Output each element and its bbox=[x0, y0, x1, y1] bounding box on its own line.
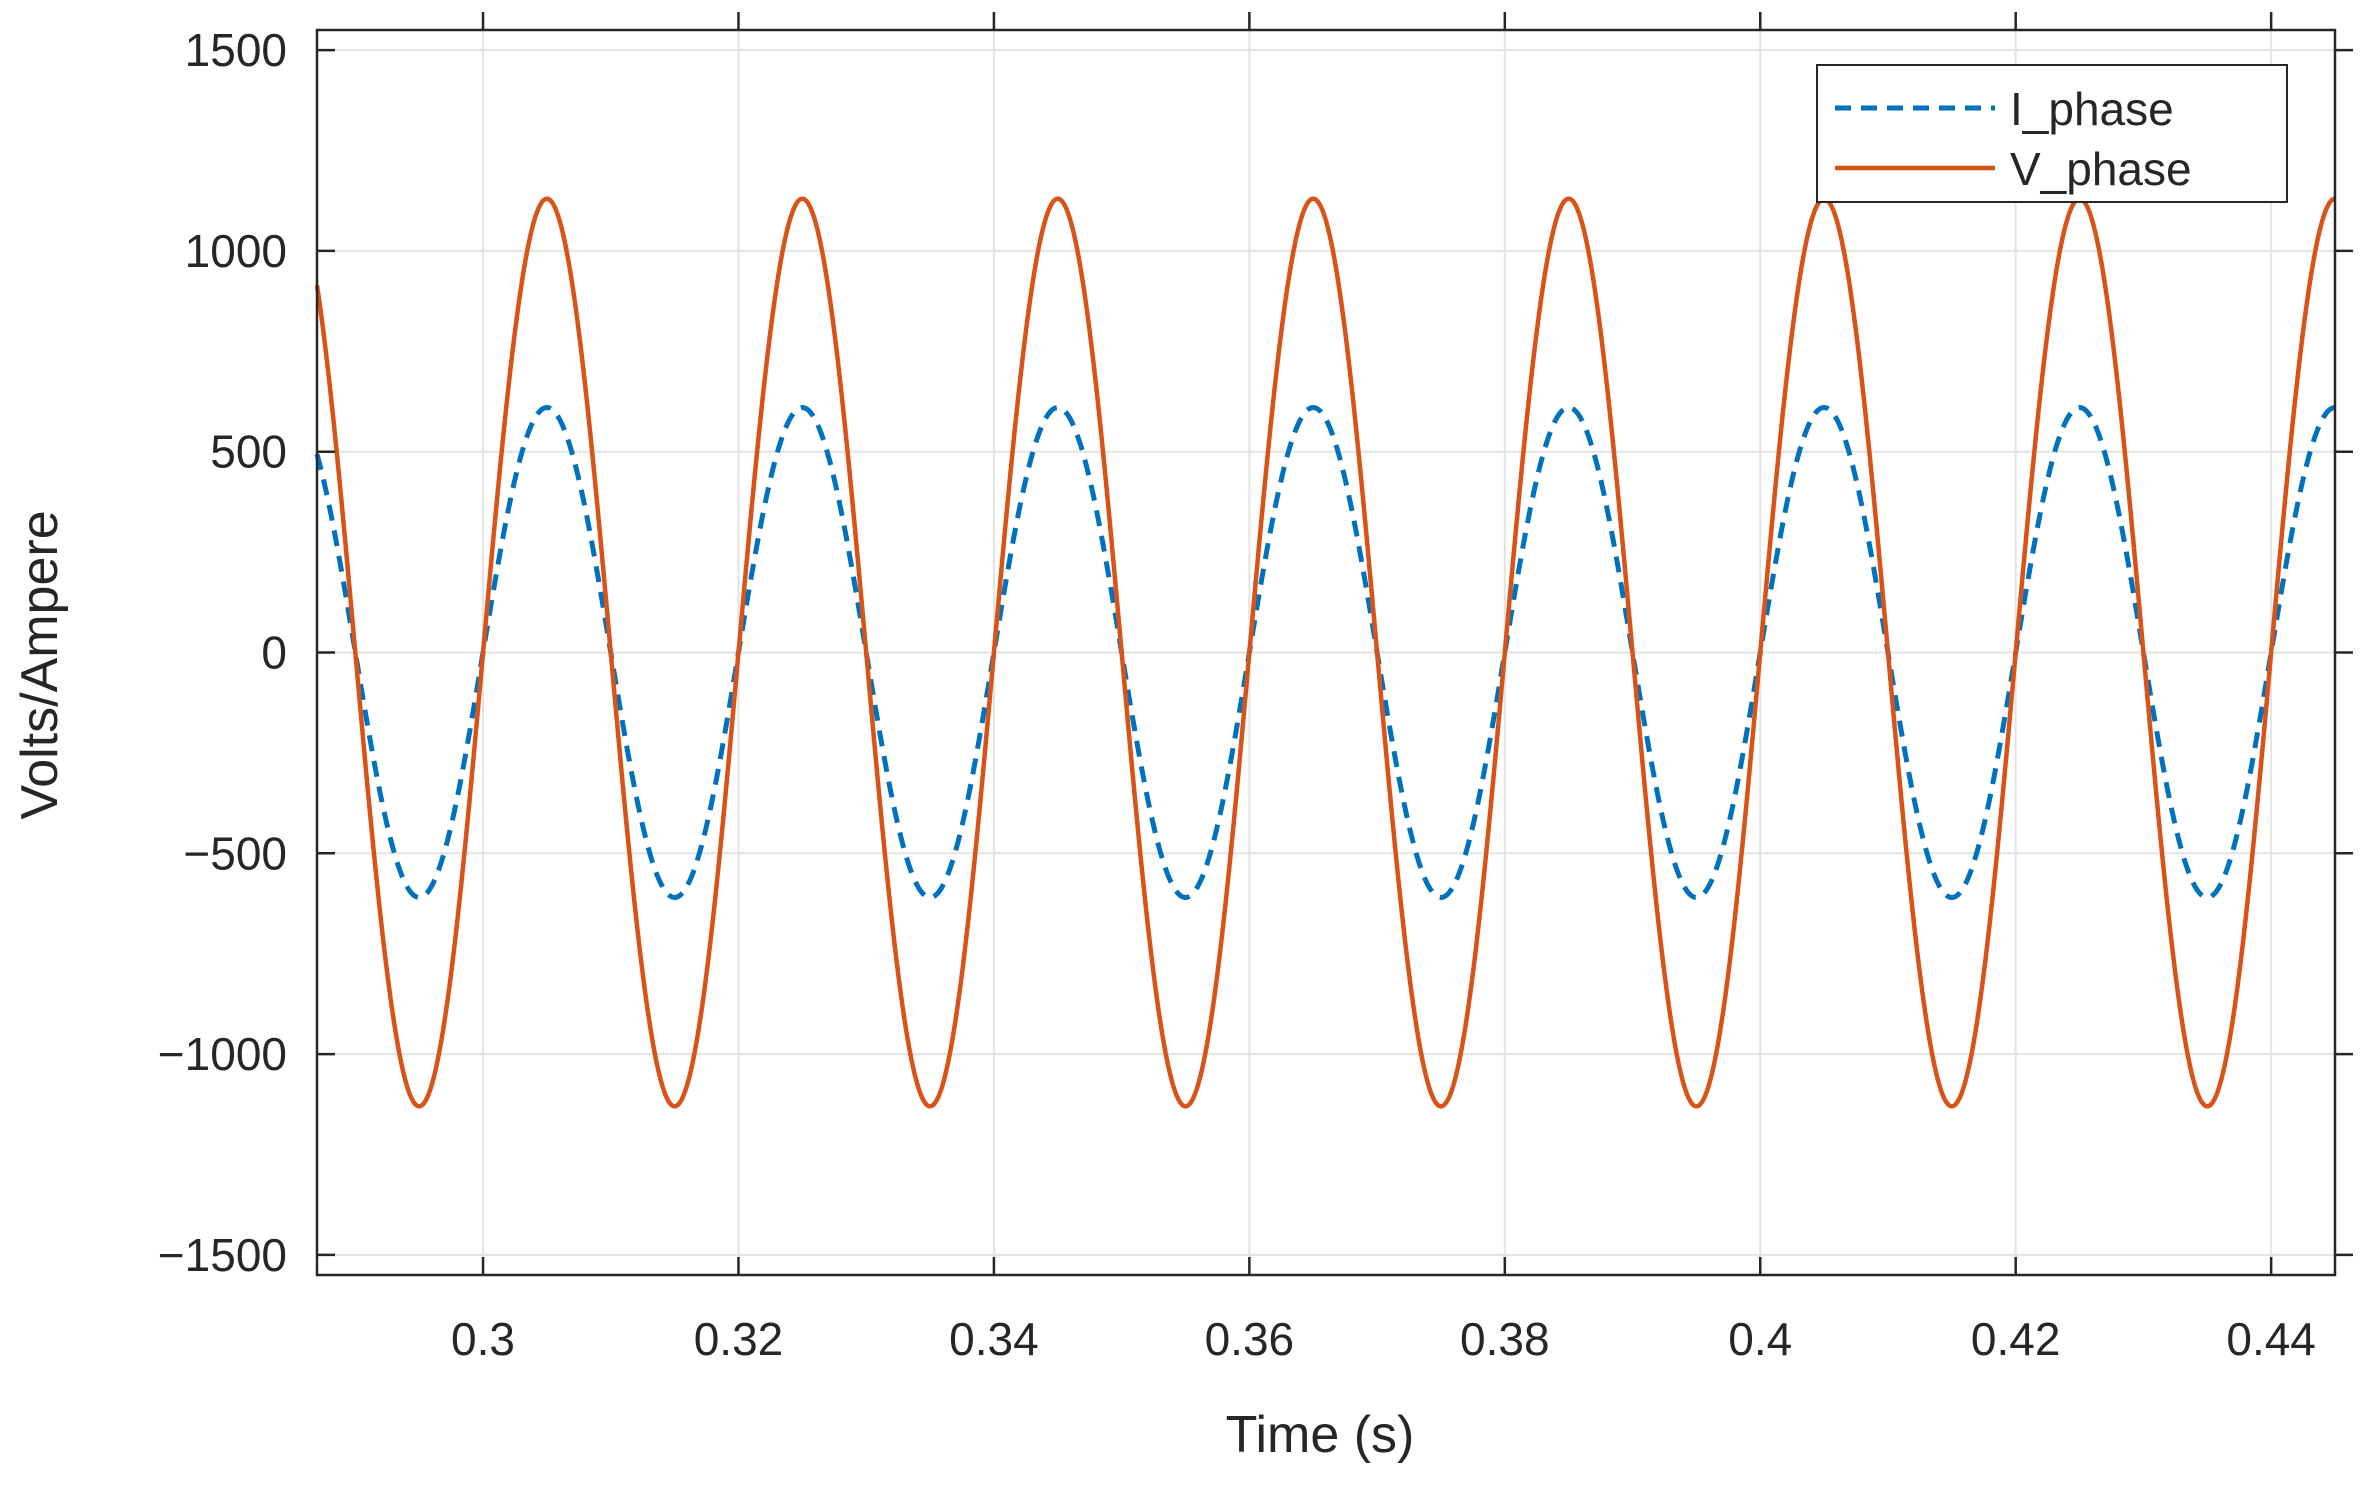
legend-box bbox=[1816, 64, 2288, 203]
x-tick-label: 0.38 bbox=[1460, 1313, 1550, 1365]
legend: I_phase V_phase bbox=[1816, 64, 2288, 203]
y-tick-label: 1000 bbox=[185, 225, 287, 277]
y-tick-label: 0 bbox=[261, 627, 287, 679]
x-tick-label: 0.4 bbox=[1728, 1313, 1792, 1365]
y-tick-label: −500 bbox=[183, 827, 287, 879]
y-tick-label: −1500 bbox=[158, 1229, 287, 1281]
series-lines bbox=[314, 196, 2337, 1109]
y-tick-label: 1500 bbox=[185, 24, 287, 76]
series-line-v-phase bbox=[314, 196, 2336, 1109]
series-line-i-phase bbox=[314, 405, 2337, 900]
x-tick-label: 0.44 bbox=[2226, 1313, 2316, 1365]
x-tick-label: 0.42 bbox=[1971, 1313, 2061, 1365]
y-tick-labels: 1500 1000 500 0 −500 −1000 −1500 bbox=[158, 24, 287, 1281]
y-tick-label: 500 bbox=[210, 426, 287, 478]
legend-label-v-phase: V_phase bbox=[2010, 143, 2192, 195]
legend-label-i-phase: I_phase bbox=[2010, 83, 2174, 135]
x-tick-label: 0.32 bbox=[694, 1313, 784, 1365]
y-tick-label: −1000 bbox=[158, 1028, 287, 1080]
y-axis-label: Volts/Ampere bbox=[11, 510, 69, 819]
x-tick-labels: 0.3 0.32 0.34 0.36 0.38 0.4 0.42 0.44 bbox=[451, 1313, 2316, 1365]
x-tick-label: 0.3 bbox=[451, 1313, 515, 1365]
x-tick-label: 0.36 bbox=[1205, 1313, 1295, 1365]
x-tick-label: 0.34 bbox=[949, 1313, 1039, 1365]
x-axis-label: Time (s) bbox=[1226, 1406, 1415, 1464]
grid bbox=[317, 30, 2335, 1275]
ticks bbox=[317, 12, 2353, 1275]
